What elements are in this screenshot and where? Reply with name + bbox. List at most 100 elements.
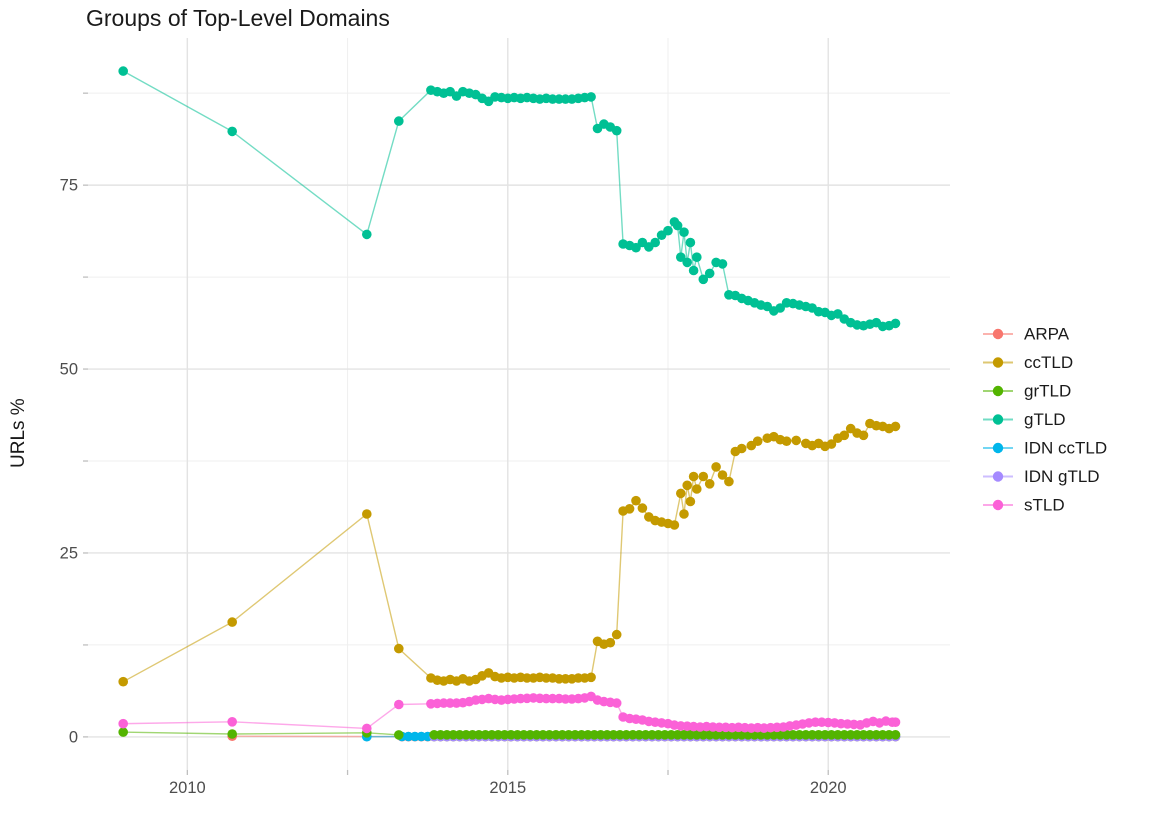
series-points-grTLD (118, 727, 901, 740)
series-points-sTLD (118, 691, 901, 734)
data-point (679, 509, 689, 519)
legend: ARPA ccTLD grTLD gTLD IDN ccTLD IDN gTLD sTLD (983, 325, 1107, 515)
data-point (688, 265, 699, 276)
data-point (890, 730, 901, 740)
legend-label: ARPA (1024, 325, 1070, 344)
chart-title: Groups of Top-Level Domains (86, 5, 390, 31)
legend-key-dot (992, 357, 1004, 368)
data-point (672, 220, 683, 231)
x-tick-label: 2020 (810, 779, 847, 797)
data-point (890, 421, 901, 432)
data-point (692, 484, 702, 494)
legend-label: IDN gTLD (1024, 467, 1100, 486)
legend-label: ccTLD (1024, 353, 1073, 372)
data-point (692, 252, 702, 262)
legend-label: sTLD (1024, 496, 1065, 515)
data-point (611, 698, 622, 708)
series-line-gTLD (122, 70, 896, 328)
data-point (704, 479, 715, 489)
data-point (685, 496, 696, 507)
data-point (637, 503, 648, 513)
data-point (362, 723, 372, 734)
data-point (227, 717, 237, 727)
legend-label: gTLD (1024, 410, 1066, 429)
legend-item-ARPA: ARPA (983, 325, 1070, 344)
legend-key-dot (992, 471, 1004, 482)
data-point (698, 274, 709, 285)
legend-key-dot (992, 414, 1004, 425)
data-point (717, 259, 728, 269)
data-point (682, 480, 692, 491)
data-point (724, 476, 734, 487)
data-point (394, 699, 404, 710)
data-point (839, 430, 850, 441)
data-point (605, 637, 616, 648)
data-point (890, 717, 901, 727)
data-point (611, 629, 622, 640)
data-point (118, 676, 128, 687)
data-point (775, 303, 785, 313)
legend-item-grTLD: grTLD (983, 382, 1071, 401)
data-point (631, 495, 641, 506)
data-point (890, 318, 901, 329)
legend-label: grTLD (1024, 382, 1071, 401)
data-point (394, 643, 404, 654)
legend-item-sTLD: sTLD (983, 496, 1065, 515)
y-tick-label: 50 (60, 361, 78, 379)
data-point (394, 730, 404, 740)
data-point (669, 520, 680, 530)
legend-item-ccTLD: ccTLD (983, 353, 1073, 372)
legend-key-dot (992, 328, 1004, 340)
data-point (118, 718, 128, 729)
legend-key-dot (992, 385, 1004, 397)
data-point (736, 443, 747, 454)
data-point (227, 126, 237, 137)
data-point (676, 488, 686, 499)
data-point (676, 252, 686, 262)
data-point (704, 268, 715, 279)
data-point (663, 225, 673, 236)
data-point (624, 504, 635, 514)
data-point (791, 435, 801, 446)
data-point (650, 237, 660, 248)
legend-item-IDN-ccTLD: IDN ccTLD (983, 439, 1107, 458)
legend-key-dot (992, 442, 1004, 454)
x-tick-label: 2015 (489, 779, 526, 797)
data-point (118, 727, 128, 737)
y-axis-label: URLs % (8, 398, 29, 468)
data-point (752, 436, 763, 447)
legend-key-dot (992, 499, 1004, 511)
data-point (394, 116, 404, 126)
data-point (631, 242, 641, 253)
data-point (682, 257, 692, 268)
y-tick-label: 25 (60, 544, 78, 562)
data-point (679, 227, 689, 237)
y-tick-label: 75 (60, 177, 78, 195)
data-point (362, 229, 372, 240)
legend-label: IDN ccTLD (1024, 439, 1107, 458)
data-point (611, 125, 622, 136)
data-point (118, 66, 128, 76)
data-point (698, 471, 709, 482)
data-point (586, 672, 596, 683)
y-tick-label: 0 (69, 728, 78, 746)
series-points-gTLD (118, 66, 901, 332)
data-point (586, 92, 596, 102)
series-points-ccTLD (118, 418, 901, 687)
legend-item-IDN-gTLD: IDN gTLD (983, 467, 1100, 486)
data-point (227, 617, 237, 627)
data-point (711, 462, 721, 472)
data-point (717, 470, 728, 480)
data-point (227, 729, 237, 739)
data-point (833, 309, 843, 319)
data-point (688, 471, 699, 482)
data-point (858, 430, 869, 441)
x-tick-label: 2010 (169, 779, 206, 797)
data-point (685, 237, 696, 248)
data-point (781, 436, 792, 447)
data-point (362, 509, 372, 519)
data-point (826, 439, 837, 449)
legend-item-gTLD: gTLD (983, 410, 1066, 429)
